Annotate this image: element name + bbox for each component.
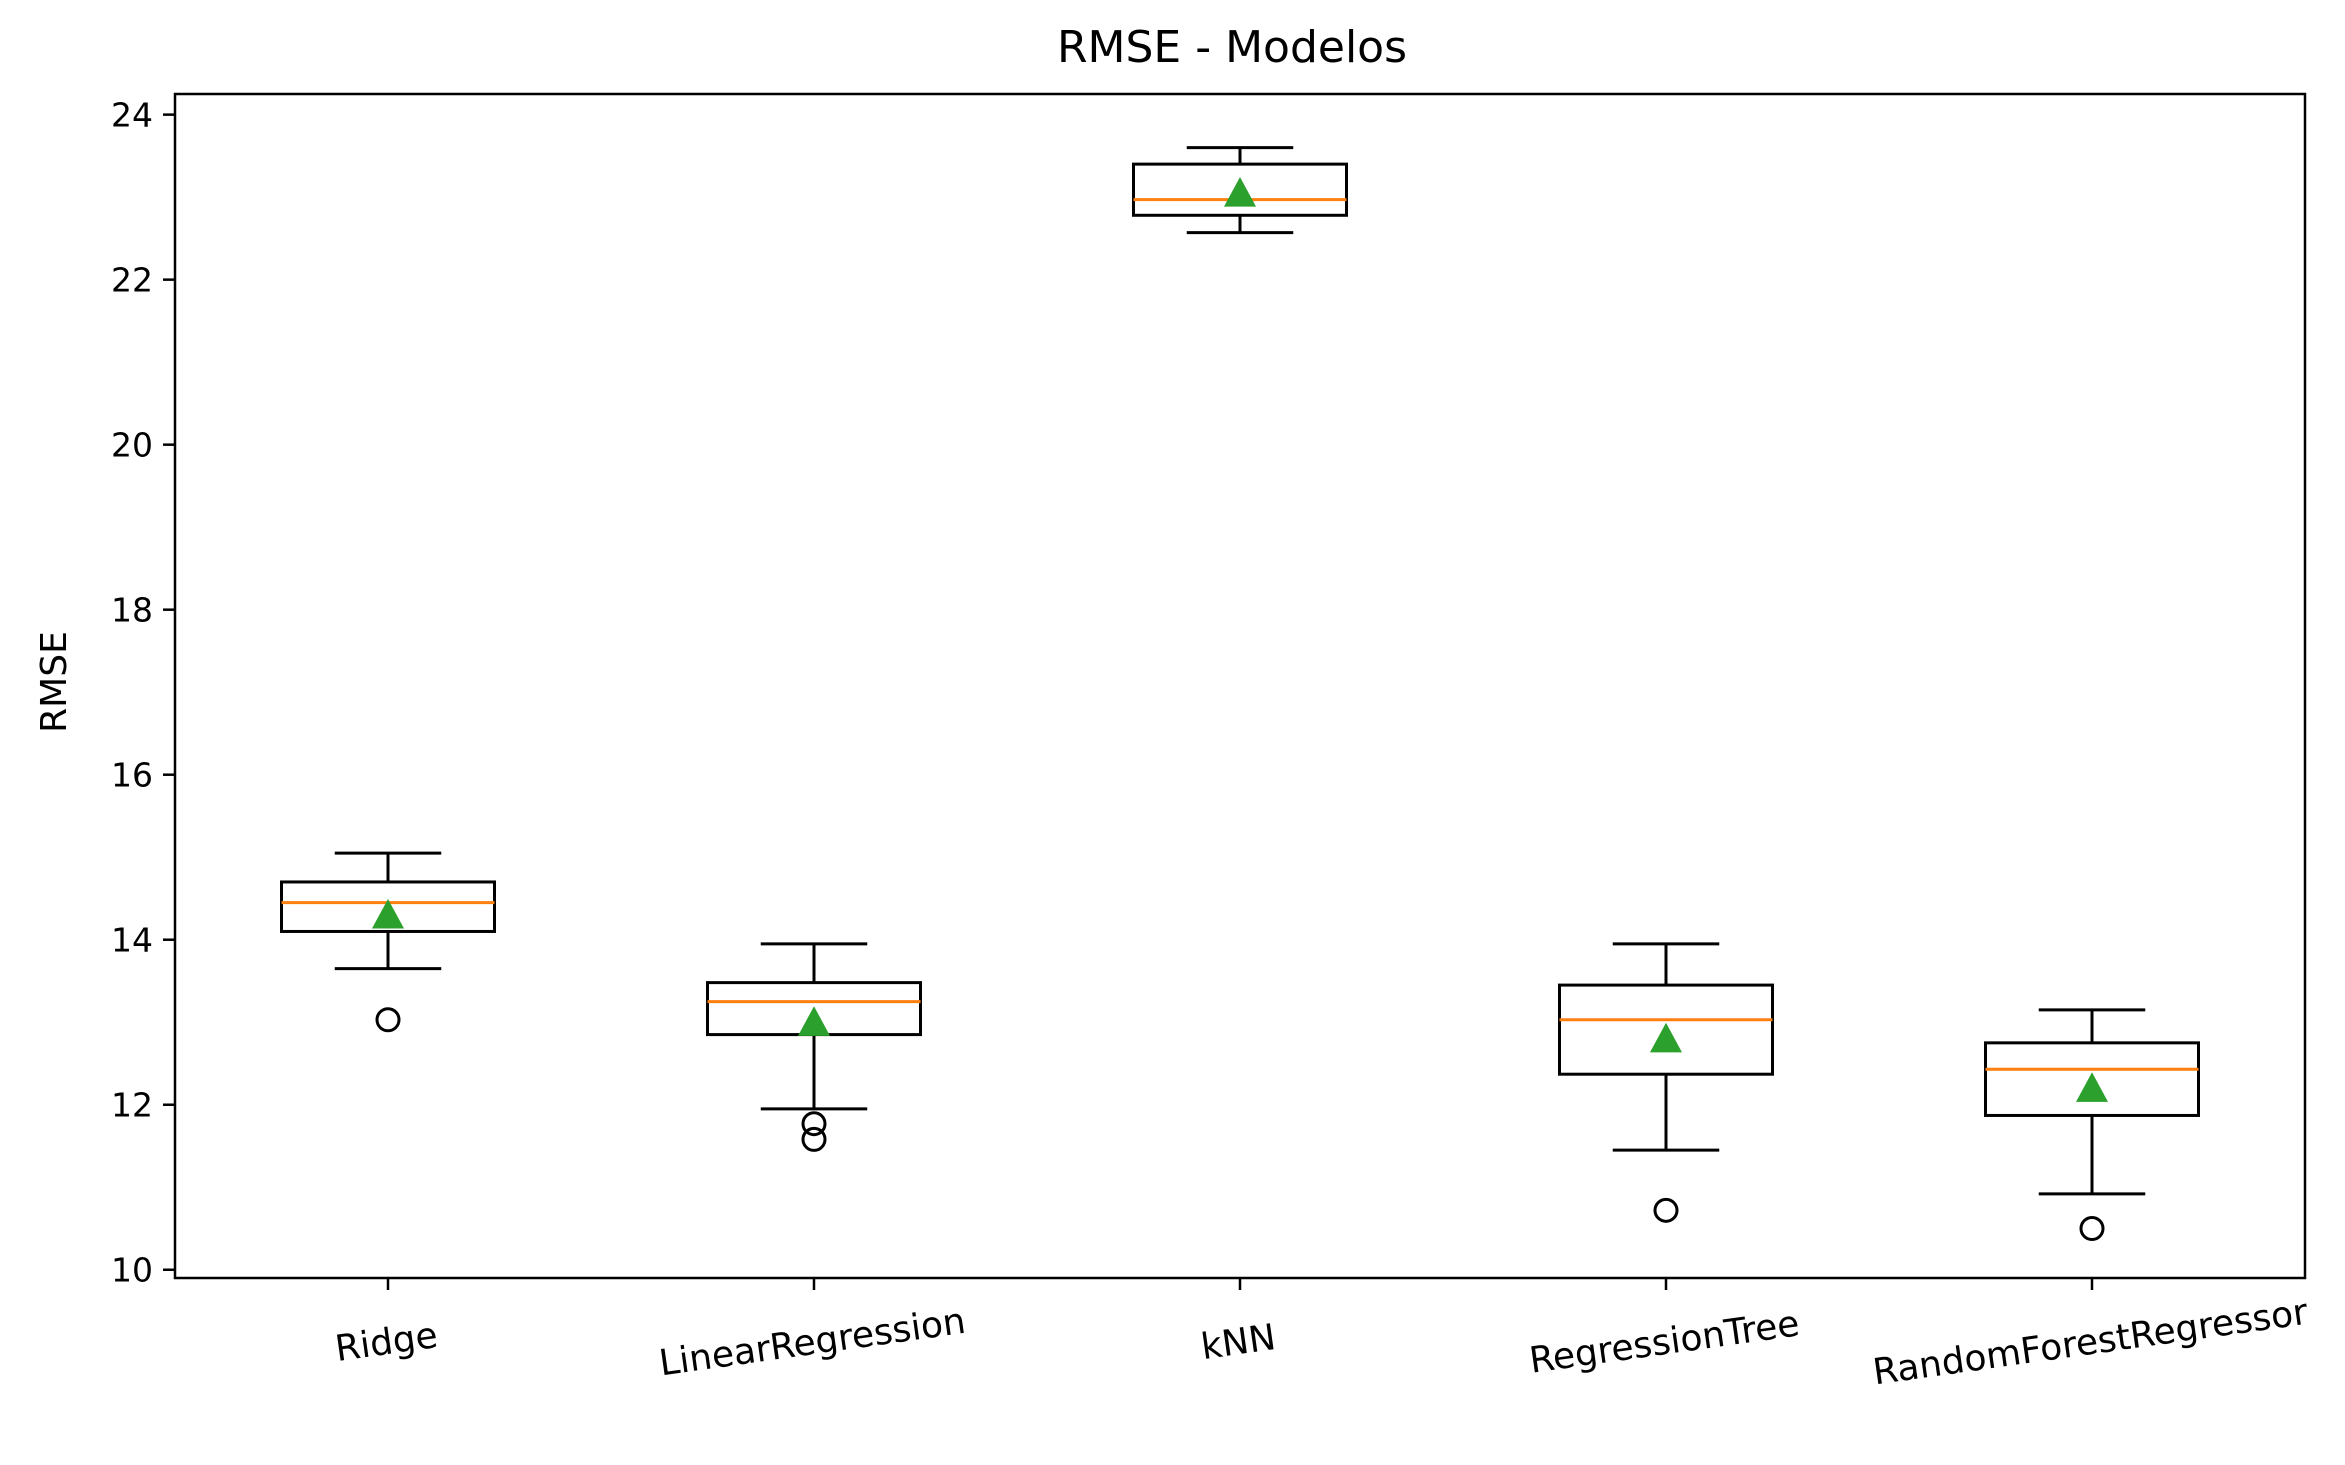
y-tick-label: 10 xyxy=(111,1251,153,1290)
iqr-box xyxy=(1984,1041,2200,1117)
mean-marker xyxy=(2076,1072,2108,1102)
box-group xyxy=(280,851,496,1033)
box-group xyxy=(1558,942,1774,1223)
outlier-point xyxy=(1653,1197,1679,1223)
y-tick-label: 16 xyxy=(111,756,153,795)
iqr-box xyxy=(280,880,496,933)
box-group xyxy=(706,942,922,1152)
plot-area-frame xyxy=(173,92,2307,1280)
outlier-point xyxy=(801,1111,827,1137)
mean-marker xyxy=(1650,1022,1682,1053)
x-axis-ticks: Ridge LinearRegression kNN RegressionTree Ra… xyxy=(333,1278,2311,1393)
box-series xyxy=(280,146,2200,1241)
outlier-point xyxy=(801,1126,827,1152)
mean-marker xyxy=(372,898,404,929)
y-tick-label: 14 xyxy=(111,921,153,960)
mean-marker xyxy=(798,1006,830,1036)
y-tick-label: 12 xyxy=(111,1086,153,1125)
outlier-point xyxy=(2079,1215,2105,1241)
y-tick-label: 24 xyxy=(111,96,153,135)
y-tick-label: 20 xyxy=(111,426,153,465)
x-tick-label: LinearRegression xyxy=(657,1301,968,1385)
x-tick-label: Ridge xyxy=(333,1315,441,1370)
y-tick-label: 18 xyxy=(111,591,153,630)
x-tick-label: RegressionTree xyxy=(1527,1303,1802,1381)
box-group xyxy=(1132,146,1348,235)
x-tick-label: RandomForestRegressor xyxy=(1870,1292,2310,1394)
x-tick-label: kNN xyxy=(1199,1317,1279,1368)
y-axis-label: RMSE xyxy=(34,631,75,733)
chart-title: RMSE - Modelos xyxy=(1057,22,1407,73)
y-tick-label: 22 xyxy=(111,261,153,300)
box-group xyxy=(1984,1008,2200,1241)
iqr-box xyxy=(1558,983,1774,1076)
outlier-point xyxy=(375,1007,401,1033)
mean-marker xyxy=(1224,177,1256,207)
iqr-box xyxy=(1132,162,1348,217)
y-axis-ticks: 10 12 14 16 18 20 22 24 xyxy=(111,96,175,1290)
